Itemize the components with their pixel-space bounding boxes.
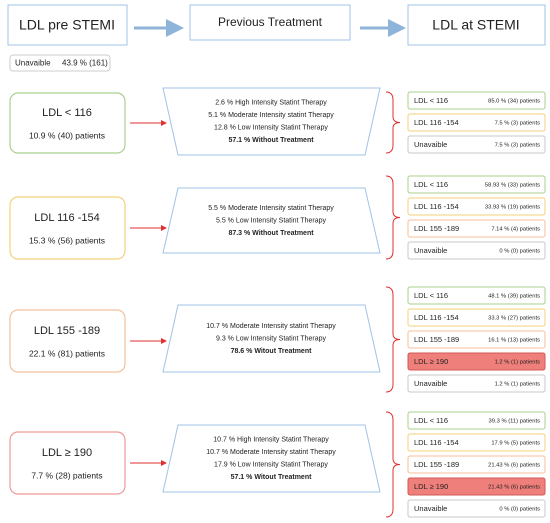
outcome-box <box>407 135 546 154</box>
treatment: 2.6 % High Intensity Statint Therapy <box>215 100 327 107</box>
outcome-label: LDL 116 -154 <box>414 313 459 322</box>
outcome-label: LDL 116 -154 <box>414 118 459 127</box>
brace <box>385 175 401 260</box>
unavailable-label: Unavaible <box>15 59 51 68</box>
outcome-label: LDL 116 -154 <box>414 438 459 447</box>
unavailable-value: 43.9 % (161) <box>62 59 108 68</box>
outcome-label: LDL < 116 <box>414 291 448 300</box>
group-stat: 15.3 % (56) patients <box>29 235 105 245</box>
brace <box>385 91 401 154</box>
outcome-value: 33.3 % (27) patients <box>488 316 540 322</box>
treatment: 17.9 % Low Intensity Statint Therapy <box>214 462 328 469</box>
treatment-box <box>162 87 381 156</box>
outcome-label: LDL ≥ 190 <box>414 482 448 491</box>
outcome-box <box>407 241 546 260</box>
outcome-label: LDL 155 -189 <box>414 335 459 344</box>
group-label: LDL < 116 <box>42 107 92 119</box>
without-treatment: 87.3 % Without Treatment <box>228 230 314 237</box>
outcome-value: 1.2 % (1) patients <box>495 360 541 366</box>
header-box <box>7 4 128 46</box>
without-treatment: 57.1 % Without Treatment <box>228 137 314 144</box>
outcome-label: Unavaible <box>414 140 447 149</box>
outcome-label: LDL ≥ 190 <box>414 357 448 366</box>
treatment: 5.5 % Moderate Intensity statint Therapy <box>208 205 334 212</box>
group-label: LDL 116 -154 <box>34 212 99 224</box>
outcome-label: LDL 116 -154 <box>414 202 459 211</box>
group-box <box>9 92 126 154</box>
outcome-label: Unavaible <box>414 246 447 255</box>
outcome-box <box>407 308 546 327</box>
treatment: 5.1 % Moderate Intensity statint Therapy <box>208 112 334 119</box>
outcome-label: Unavaible <box>414 379 447 388</box>
group-box <box>9 196 126 260</box>
treatment: 12.8 % Low Intensity Statint Therapy <box>214 125 328 132</box>
outcome-box <box>407 455 546 474</box>
unavailable-box <box>9 54 111 72</box>
header-left: LDL pre STEMI <box>19 17 115 33</box>
group-stat: 7.7 % (28) patients <box>31 470 102 480</box>
outcome-label: LDL 155 -189 <box>414 224 459 233</box>
treatment-box <box>162 424 381 493</box>
treatment: 10.7 % Moderate Intensity statint Therap… <box>206 449 336 456</box>
outcome-value: 7.5 % (3) patients <box>495 143 541 149</box>
outcome-value: 7.14 % (4) patients <box>491 227 540 233</box>
treatment: 9.3 % Low Intensity Statint Therapy <box>216 335 326 342</box>
brace <box>385 411 401 518</box>
outcome-box <box>407 433 546 452</box>
outcome-value: 21.43 % (6) patients <box>488 485 540 491</box>
header-box <box>189 4 351 41</box>
group-label: LDL 155 -189 <box>34 325 100 337</box>
outcome-value: 1.2 % (1) patients <box>495 382 541 388</box>
group-stat: 10.9 % (40) patients <box>29 130 105 140</box>
outcome-box <box>407 113 546 132</box>
outcome-box <box>407 352 546 371</box>
treatment-box <box>162 187 381 254</box>
outcome-box <box>407 219 546 238</box>
outcome-box <box>407 197 546 216</box>
outcome-box <box>407 330 546 349</box>
outcome-value: 58.93 % (33) patients <box>485 183 540 189</box>
header-middle: Previous Treatment <box>218 15 323 29</box>
outcome-value: 85.0 % (34) patients <box>488 99 540 105</box>
outcome-box <box>407 91 546 110</box>
outcome-box <box>407 499 546 518</box>
group-label: LDL ≥ 190 <box>42 447 92 459</box>
group-box <box>9 309 126 373</box>
treatment: 10.7 % Moderate Intensity statint Therap… <box>206 323 336 330</box>
outcome-value: 33.93 % (19) patients <box>485 205 540 211</box>
outcome-label: Unavaible <box>414 504 447 513</box>
outcome-value: 17.9 % (5) patients <box>491 441 540 447</box>
outcome-value: 0 % (0) patients <box>499 249 540 255</box>
header-box <box>407 4 546 46</box>
outcome-label: LDL < 116 <box>414 416 448 425</box>
treatment: 10.7 % High Intensity Statint Therapy <box>213 437 329 444</box>
outcome-label: LDL 155 -189 <box>414 460 459 469</box>
outcome-label: LDL < 116 <box>414 180 448 189</box>
group-box <box>9 431 126 495</box>
outcome-value: 39.3 % (11) patients <box>489 419 541 425</box>
without-treatment: 78.6 % Witout Treatment <box>231 348 313 355</box>
outcome-value: 21.43 % (6) patients <box>488 463 540 469</box>
outcome-box <box>407 374 546 393</box>
without-treatment: 57.1 % Witout Treatment <box>231 474 313 481</box>
outcome-value: 0 % (0) patients <box>499 507 540 513</box>
outcome-box <box>407 477 546 496</box>
outcome-box <box>407 286 546 305</box>
outcome-label: LDL < 116 <box>414 96 448 105</box>
outcome-value: 7.5 % (3) patients <box>495 121 541 127</box>
outcome-box <box>407 411 546 430</box>
outcome-value: 48.1 % (39) patients <box>488 294 540 300</box>
outcome-box <box>407 175 546 194</box>
group-stat: 22.1 % (81) patients <box>29 348 105 358</box>
treatment-box <box>162 304 381 373</box>
header-right: LDL at STEMI <box>432 17 519 33</box>
brace <box>385 286 401 393</box>
treatment: 5.5 % Low Intensity Statint Therapy <box>216 217 326 224</box>
outcome-value: 16.1 % (13) patients <box>488 338 540 344</box>
